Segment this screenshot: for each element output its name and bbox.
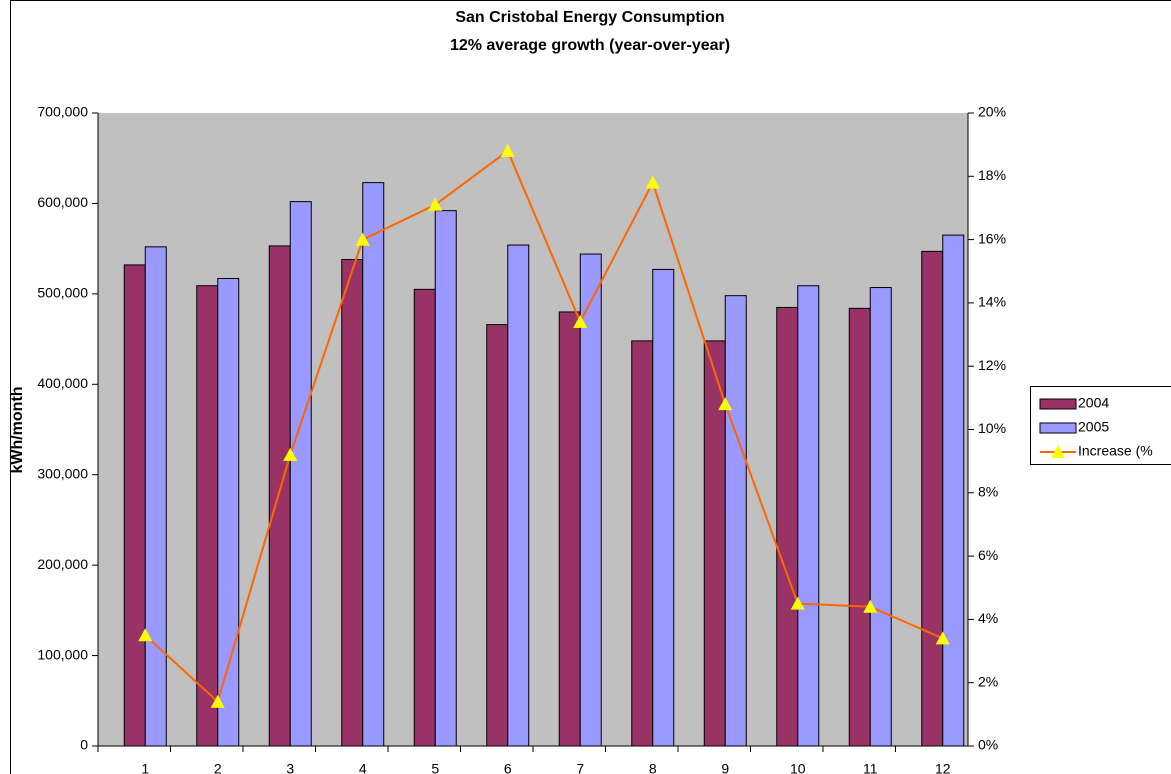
bar (703, 340, 726, 747)
y-tick-label: 400,000 (37, 375, 88, 391)
marker (210, 694, 225, 708)
legend-label: Increase (% (1078, 443, 1153, 459)
y2-tick-label: 16% (978, 230, 1006, 246)
y-tick-label: 500,000 (37, 285, 88, 301)
chart-subtitle: 12% average growth (year-over-year) (450, 37, 730, 54)
bar (797, 285, 820, 747)
y2-tick-label: 10% (978, 420, 1006, 436)
y-tick-label: 100,000 (37, 646, 88, 662)
bar (341, 258, 364, 747)
marker (935, 631, 950, 645)
x-tick-label: 8 (649, 761, 657, 774)
bar (558, 311, 581, 747)
y2-tick-label: 14% (978, 294, 1006, 310)
marker (355, 232, 370, 246)
bar (507, 244, 530, 747)
y-tick-label: 700,000 (37, 104, 88, 120)
bar (123, 264, 146, 747)
bar (413, 288, 436, 747)
line (144, 149, 944, 704)
x-tick-label: 6 (504, 761, 512, 774)
y2-tick-label: 12% (978, 357, 1006, 373)
bar (362, 182, 385, 747)
legend-swatch (1039, 398, 1077, 410)
bar (869, 287, 892, 747)
bar (724, 295, 747, 747)
bar (217, 277, 240, 747)
marker (790, 596, 805, 610)
marker (428, 197, 443, 211)
marker (718, 397, 733, 411)
y2-tick-label: 18% (978, 167, 1006, 183)
bar (631, 340, 654, 747)
legend-swatch (1039, 422, 1077, 434)
bar (196, 285, 219, 747)
y2-tick-label: 20% (978, 104, 1006, 120)
bar (942, 234, 965, 747)
legend-marker (1051, 445, 1065, 458)
legend-label: 2004 (1078, 395, 1109, 411)
y2-tick-label: 4% (978, 610, 998, 626)
y-tick-label: 300,000 (37, 465, 88, 481)
legend-label: 2005 (1078, 419, 1109, 435)
x-tick-label: 5 (431, 761, 439, 774)
marker (138, 628, 153, 642)
x-tick-label: 11 (863, 761, 878, 774)
y2-tick-label: 8% (978, 484, 998, 500)
bar (921, 250, 944, 747)
x-tick-label: 9 (721, 761, 729, 774)
marker (863, 599, 878, 613)
y-tick-label: 200,000 (37, 556, 88, 572)
y-tick-label: 0 (80, 737, 88, 753)
x-tick-label: 4 (359, 761, 367, 774)
marker (283, 447, 298, 461)
marker (645, 175, 660, 189)
bar (289, 201, 312, 747)
x-tick-label: 2 (214, 761, 222, 774)
marker (500, 143, 515, 157)
bar (848, 307, 871, 747)
bar (776, 306, 799, 747)
y2-tick-label: 6% (978, 547, 998, 563)
y2-tick-label: 0% (978, 737, 998, 753)
x-tick-label: 12 (935, 761, 951, 774)
marker (573, 314, 588, 328)
x-tick-label: 1 (141, 761, 149, 774)
bar (486, 324, 509, 747)
y-axis-label: kWh/month (9, 386, 26, 473)
bar (579, 253, 602, 747)
x-tick-label: 10 (790, 761, 806, 774)
chart-title: San Cristobal Energy Consumption (455, 9, 724, 26)
bar (144, 246, 167, 747)
y2-tick-label: 2% (978, 673, 998, 689)
bar (434, 210, 457, 747)
bar (268, 245, 291, 747)
plot-area (98, 113, 968, 746)
y-tick-label: 600,000 (37, 194, 88, 210)
bar (652, 268, 675, 747)
x-tick-label: 3 (286, 761, 294, 774)
x-tick-label: 7 (576, 761, 584, 774)
